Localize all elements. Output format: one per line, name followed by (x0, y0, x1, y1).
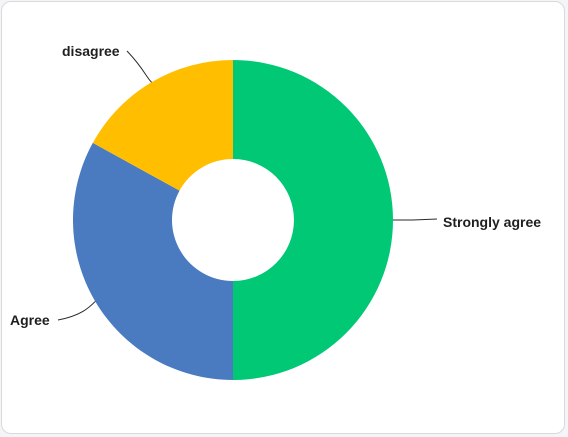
labels-group: Strongly agree Agree disagree (10, 43, 541, 328)
slice-label-disagree: disagree (62, 43, 120, 59)
slices-group (73, 60, 393, 380)
leader-line-disagree (126, 50, 152, 83)
slice-label-strongly-agree: Strongly agree (443, 214, 541, 230)
slice-strongly-agree[interactable] (233, 60, 393, 380)
slice-label-agree: Agree (10, 312, 50, 328)
slice-disagree[interactable] (92, 60, 234, 191)
leader-lines-group (57, 50, 438, 321)
slice-agree[interactable] (73, 142, 234, 380)
leader-line-agree (57, 301, 96, 321)
leader-line-strongly-agree (393, 218, 438, 221)
